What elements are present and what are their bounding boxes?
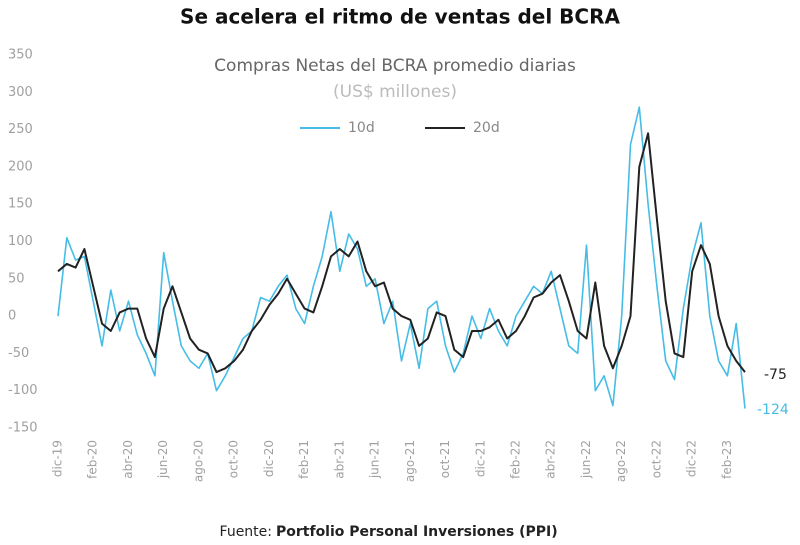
units: (US$ millones)	[333, 82, 457, 102]
y-tick-label: 50	[8, 271, 25, 286]
x-tick-label: ago-22	[614, 440, 628, 482]
legend-label: 20d	[473, 120, 500, 136]
series-line	[57, 132, 746, 374]
x-tick-label: dic-20	[262, 440, 276, 477]
x-tick-label: feb-23	[720, 440, 734, 479]
x-tick-label: ago-21	[403, 440, 417, 482]
legend-label: 10d	[348, 120, 375, 136]
x-tick-label: jun-20	[156, 440, 170, 479]
x-tick-label: feb-21	[297, 440, 311, 479]
x-tick-label: abr-20	[121, 440, 135, 479]
x-tick-label: feb-22	[509, 440, 523, 479]
source-prefix: Fuente:	[220, 524, 272, 540]
source-name: Portfolio Personal Inversiones (PPI)	[276, 524, 558, 540]
x-tick-label: dic-21	[473, 440, 487, 477]
x-tick-label: abr-22	[544, 440, 558, 479]
y-tick-label: 250	[8, 122, 33, 137]
y-tick-label: 0	[8, 309, 16, 324]
chart-title: Se acelera el ritmo de ventas del BCRA	[180, 5, 620, 29]
x-tick-label: jun-21	[368, 440, 382, 479]
x-tick-label: jun-22	[579, 440, 593, 479]
x-tick-label: abr-21	[332, 440, 346, 479]
series-line	[57, 106, 746, 409]
x-tick-label: dic-22	[685, 440, 699, 477]
end-label: -75	[764, 367, 787, 383]
y-tick-label: -150	[8, 421, 38, 436]
x-tick-label: oct-20	[227, 440, 241, 478]
y-tick-label: 350	[8, 48, 33, 63]
y-tick-label: -100	[8, 383, 38, 398]
x-tick-label: oct-21	[438, 440, 452, 478]
x-tick-label: feb-20	[86, 440, 100, 479]
chart-subtitle: Compras Netas del BCRA promedio diarias	[214, 56, 576, 76]
y-tick-label: 300	[8, 85, 33, 100]
y-tick-label: 150	[8, 197, 33, 212]
end-label: -124	[757, 402, 789, 418]
x-tick-label: dic-19	[51, 440, 65, 477]
x-tick-label: ago-20	[191, 440, 205, 482]
y-tick-label: 100	[8, 234, 33, 249]
y-tick-label: -50	[8, 346, 29, 361]
y-tick-label: 200	[8, 159, 33, 174]
x-tick-label: oct-22	[649, 440, 663, 478]
